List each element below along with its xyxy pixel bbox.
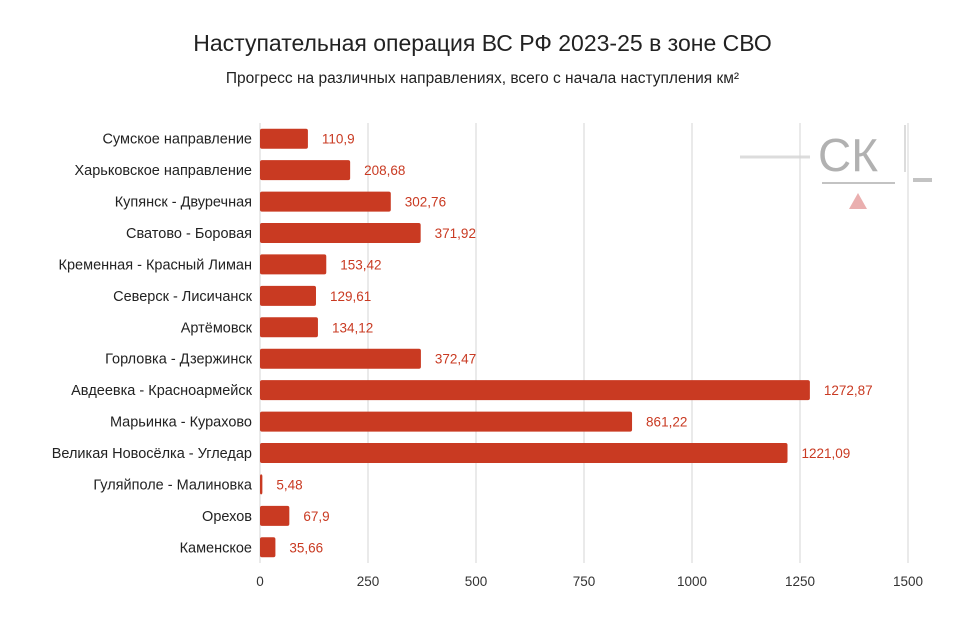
value-label: 1272,87 [824,383,873,398]
bar [260,474,263,495]
bar [260,285,316,306]
x-tick-label: 500 [465,574,488,589]
value-label: 134,12 [332,320,373,335]
bar [260,443,788,463]
bar [260,223,421,243]
bar [260,505,290,526]
category-label: Орехов [202,509,252,525]
x-tick-label: 0 [256,574,264,589]
value-label: 35,66 [289,540,323,555]
category-label: Авдеевка - Красноармейск [71,383,253,399]
category-label: Харьковское направление [75,163,253,179]
category-label: Северск - Лисичанск [113,289,253,305]
category-label: Каменское [180,540,252,556]
category-label: Купянск - Двуречная [115,195,252,211]
value-label: 129,61 [330,289,371,304]
bar [260,191,391,212]
triangle-icon [849,193,867,209]
bar [260,348,421,369]
chart-subtitle: Прогресс на различных направлениях, всег… [225,70,740,87]
watermark-text: СК [818,129,878,181]
x-tick-label: 750 [573,574,596,589]
x-tick-label: 1250 [785,574,815,589]
value-label: 302,76 [405,195,446,210]
category-label: Великая Новосёлка - Угледар [52,446,252,462]
category-label: Гуляйполе - Малиновка [93,477,253,493]
value-label: 153,42 [340,257,381,272]
value-label: 861,22 [646,415,687,430]
value-label: 1221,09 [802,446,851,461]
bar [260,254,327,275]
category-label: Кременная - Красный Лиман [59,257,252,273]
value-label: 208,68 [364,163,405,178]
value-label: 5,48 [276,477,302,492]
category-label: Артёмовск [181,320,253,336]
chart-title: Наступательная операция ВС РФ 2023-25 в … [193,30,772,56]
value-label: 372,47 [435,352,476,367]
category-label: Сватово - Боровая [126,226,252,242]
bar [260,317,318,338]
bar [260,537,276,558]
x-tick-label: 250 [357,574,380,589]
value-label: 110,9 [322,132,355,147]
bar [260,380,810,401]
category-label: Горловка - Дзержинск [105,352,252,368]
x-tick-label: 1500 [893,574,923,589]
value-label: 371,92 [435,226,476,241]
x-tick-label: 1000 [677,574,707,589]
bar [260,160,351,181]
value-label: 67,9 [303,509,329,524]
bar [260,411,633,432]
category-label: Сумское направление [102,132,252,148]
watermark-logo: СК [740,125,932,209]
category-label: Марьинка - Курахово [110,415,252,431]
bar [260,128,308,149]
